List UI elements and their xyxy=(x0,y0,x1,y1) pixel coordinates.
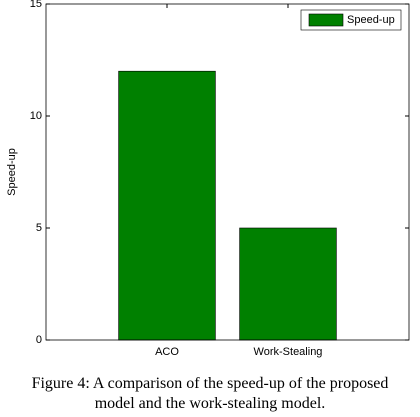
legend-label: Speed-up xyxy=(347,14,395,26)
y-tick-label: 5 xyxy=(36,222,42,234)
y-axis-label: Speed-up xyxy=(6,148,18,196)
x-tick-label: ACO xyxy=(155,346,179,358)
chart: Speed-up 0 5 10 15 ACO Work-Stealing Speed-up xyxy=(6,0,410,358)
x-tick-label: Work-Stealing xyxy=(254,346,323,358)
caption: Figure 4: A comparison of the speed-up o… xyxy=(0,374,420,414)
plot-frame xyxy=(45,3,410,341)
bar xyxy=(118,70,216,341)
caption-text: Figure 4: A comparison of the speed-up o… xyxy=(31,375,389,412)
bar xyxy=(239,227,337,341)
y-tick-label: 15 xyxy=(30,0,42,10)
legend-swatch xyxy=(308,13,344,27)
y-tick-label: 10 xyxy=(30,110,42,122)
y-tick-label: 0 xyxy=(36,334,42,346)
